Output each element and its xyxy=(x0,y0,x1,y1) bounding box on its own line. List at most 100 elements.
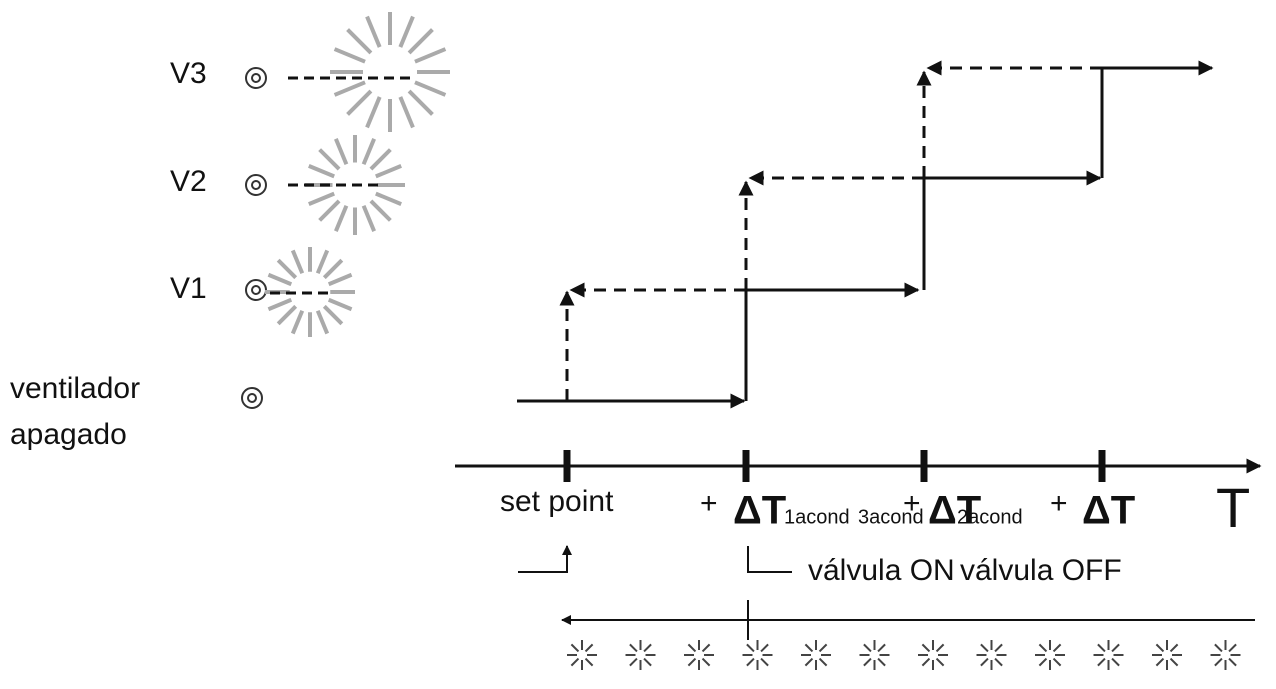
icon-part xyxy=(643,643,652,653)
icon-part xyxy=(375,164,402,179)
icon-part xyxy=(315,249,330,275)
subscript: 1acond xyxy=(784,506,850,528)
icon-part xyxy=(276,304,298,326)
valve-off: válvula OFF xyxy=(960,554,1122,587)
icon-part xyxy=(322,304,344,326)
icon-part xyxy=(375,191,402,206)
icon-part xyxy=(365,96,382,129)
icon-part xyxy=(1214,657,1223,667)
axis-label: T xyxy=(1216,476,1250,539)
icon-part xyxy=(1155,657,1165,667)
steps xyxy=(270,60,1262,640)
icon-part xyxy=(643,657,652,667)
plus: + xyxy=(700,487,718,520)
icon-part xyxy=(327,297,353,312)
icon-part xyxy=(241,387,263,409)
icon-part xyxy=(315,309,330,335)
icon-part xyxy=(1228,657,1237,667)
rays xyxy=(265,12,450,337)
icon-part xyxy=(322,258,344,280)
valve-on: válvula ON xyxy=(808,554,955,587)
icon-part xyxy=(1228,643,1237,653)
icon-part xyxy=(245,67,267,89)
icon-part xyxy=(407,28,434,55)
icon-part xyxy=(414,47,447,64)
icon-part xyxy=(994,657,1003,667)
icon-part xyxy=(629,643,638,653)
icon-part xyxy=(1038,657,1048,667)
icon-part xyxy=(701,643,711,653)
set-point: set point xyxy=(500,485,614,518)
snowflakes xyxy=(567,640,1241,670)
icon-part xyxy=(629,657,638,667)
subscript: 2acond xyxy=(957,506,1023,528)
icon-part xyxy=(361,205,376,232)
icon-part xyxy=(361,138,376,165)
icon-part xyxy=(334,205,349,232)
icon-part xyxy=(570,643,580,653)
icon-part xyxy=(921,657,931,667)
icon-part xyxy=(414,80,447,97)
delta-t: ΔT xyxy=(1082,489,1135,533)
icon-part xyxy=(760,657,769,667)
icon-part xyxy=(935,643,945,653)
icon-part xyxy=(584,657,594,667)
icon-part xyxy=(877,657,886,667)
icon-part xyxy=(701,657,711,667)
icon-part xyxy=(267,297,293,312)
icon-part xyxy=(935,657,945,667)
icon-part xyxy=(1097,657,1106,667)
icon-part xyxy=(1052,643,1062,653)
plus: + xyxy=(903,487,921,520)
icon-part xyxy=(327,272,353,287)
icon-part xyxy=(369,148,392,171)
icon-part xyxy=(877,643,886,653)
icon-part xyxy=(251,285,261,295)
icon-part xyxy=(398,96,415,129)
icon-part xyxy=(804,643,814,653)
icon-part xyxy=(346,28,373,55)
icon-part xyxy=(333,80,366,97)
level-label: V2 xyxy=(170,165,207,198)
icon-part xyxy=(318,199,341,222)
fan-off-label: apagado xyxy=(10,418,127,451)
subscript: 3acond xyxy=(858,506,924,528)
icon-part xyxy=(687,643,697,653)
icon-part xyxy=(245,174,267,196)
fan-off-label: ventilador xyxy=(10,372,140,405)
icon-part xyxy=(746,643,755,653)
icon-part xyxy=(980,643,989,653)
icon-part xyxy=(1111,657,1120,667)
icon-part xyxy=(804,657,814,667)
icon-part xyxy=(398,15,415,48)
icon-part xyxy=(1155,643,1165,653)
icon-part xyxy=(1169,643,1179,653)
icon-part xyxy=(687,657,697,667)
fan-icons xyxy=(241,67,267,409)
icon-part xyxy=(276,258,298,280)
icon-part xyxy=(346,89,373,116)
icon-part xyxy=(334,138,349,165)
icon-part xyxy=(251,180,261,190)
level-label: V1 xyxy=(170,272,207,305)
delta-t: ΔT xyxy=(733,489,786,533)
icon-part xyxy=(290,309,305,335)
icon-part xyxy=(921,643,931,653)
icon-part xyxy=(407,89,434,116)
icon-part xyxy=(1097,643,1106,653)
icon-part xyxy=(980,657,989,667)
icon-part xyxy=(818,657,828,667)
icon-part xyxy=(290,249,305,275)
delta-t: ΔT xyxy=(928,489,981,533)
icon-part xyxy=(863,657,872,667)
icon-part xyxy=(333,47,366,64)
icon-part xyxy=(570,657,580,667)
icon-part xyxy=(1052,657,1062,667)
icon-part xyxy=(584,643,594,653)
icon-part xyxy=(318,148,341,171)
icon-part xyxy=(1169,657,1179,667)
icon-part xyxy=(267,272,293,287)
icon-part xyxy=(863,643,872,653)
icon-part xyxy=(369,199,392,222)
icon-part xyxy=(251,73,261,83)
